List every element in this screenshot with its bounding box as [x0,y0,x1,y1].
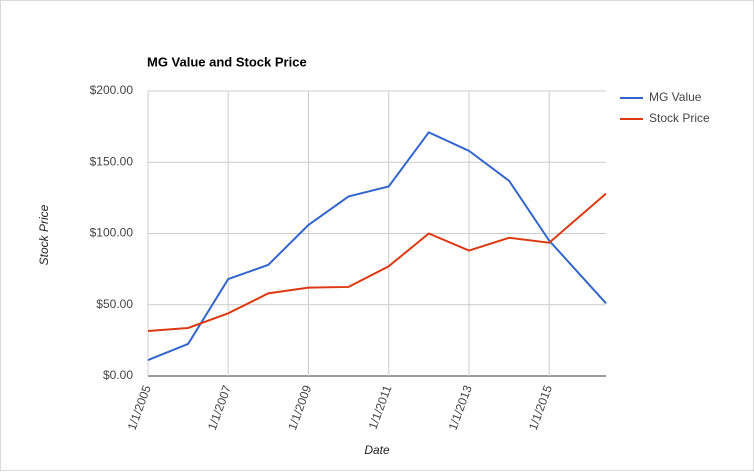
y-tick-label: $200.00 [90,83,134,97]
y-axis-title: Stock Price [37,204,51,265]
x-axis-title: Date [364,443,390,457]
series-line [147,192,607,332]
chart-title: MG Value and Stock Price [147,54,307,69]
y-tick-label: $100.00 [90,226,134,240]
series-line [147,131,607,361]
y-tick-label: $50.00 [96,297,133,311]
y-tick-label: $0.00 [103,368,133,382]
legend-label: Stock Price [649,111,710,125]
y-tick-label: $150.00 [90,154,134,168]
legend-label: MG Value [649,90,702,104]
